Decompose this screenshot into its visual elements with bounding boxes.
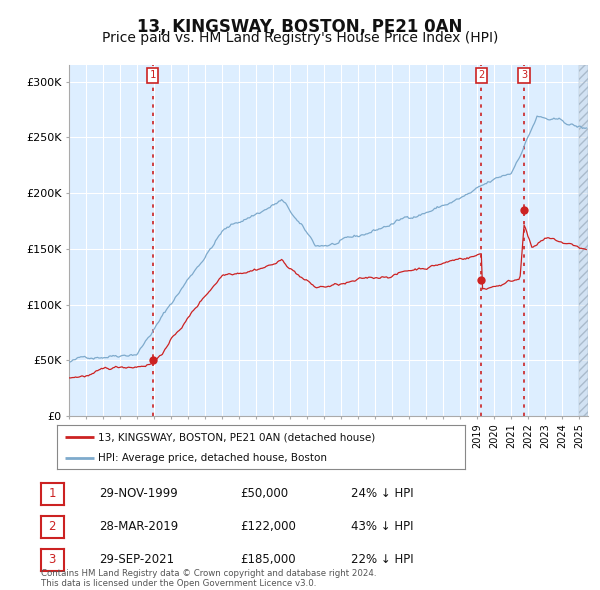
Text: Contains HM Land Registry data © Crown copyright and database right 2024.
This d: Contains HM Land Registry data © Crown c… xyxy=(41,569,376,588)
Text: 29-SEP-2021: 29-SEP-2021 xyxy=(99,553,174,566)
Text: £122,000: £122,000 xyxy=(240,520,296,533)
Text: £50,000: £50,000 xyxy=(240,487,288,500)
Text: Price paid vs. HM Land Registry's House Price Index (HPI): Price paid vs. HM Land Registry's House … xyxy=(102,31,498,45)
Text: 29-NOV-1999: 29-NOV-1999 xyxy=(99,487,178,500)
Text: 1: 1 xyxy=(49,487,56,500)
Text: 13, KINGSWAY, BOSTON, PE21 0AN: 13, KINGSWAY, BOSTON, PE21 0AN xyxy=(137,18,463,36)
Text: 13, KINGSWAY, BOSTON, PE21 0AN (detached house): 13, KINGSWAY, BOSTON, PE21 0AN (detached… xyxy=(98,432,375,442)
Bar xyxy=(580,65,588,416)
Text: £185,000: £185,000 xyxy=(240,553,296,566)
Text: 2: 2 xyxy=(49,520,56,533)
Text: 1: 1 xyxy=(149,70,155,80)
Text: 22% ↓ HPI: 22% ↓ HPI xyxy=(351,553,413,566)
Text: HPI: Average price, detached house, Boston: HPI: Average price, detached house, Bost… xyxy=(98,453,327,463)
Text: 3: 3 xyxy=(521,70,527,80)
Text: 43% ↓ HPI: 43% ↓ HPI xyxy=(351,520,413,533)
Text: 3: 3 xyxy=(49,553,56,566)
Text: 28-MAR-2019: 28-MAR-2019 xyxy=(99,520,178,533)
Bar xyxy=(580,65,588,416)
Text: 2: 2 xyxy=(478,70,485,80)
Text: 24% ↓ HPI: 24% ↓ HPI xyxy=(351,487,413,500)
